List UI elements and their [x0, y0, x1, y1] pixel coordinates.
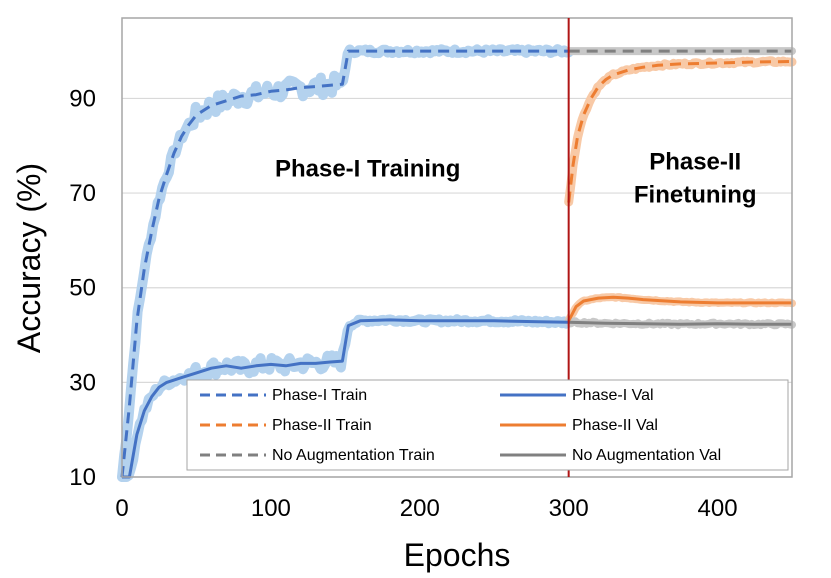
annotation-finetuning: Finetuning	[634, 182, 757, 209]
legend-label-noaug-train: No Augmentation Train	[272, 447, 435, 464]
line-no-augmentation-val	[568, 320, 792, 326]
series-lines	[120, 49, 793, 479]
legend-label-phase1-train: Phase-I Train	[272, 387, 367, 404]
x-tick-label: 100	[251, 495, 291, 522]
x-tick-labels: 0 100 200 300 400	[115, 495, 737, 522]
line-phase-ii-train	[567, 60, 793, 203]
y-tick-labels: 10 30 50 70 90	[69, 85, 96, 491]
legend-label-phase2-val: Phase-II Val	[572, 417, 658, 434]
y-tick-label: 50	[69, 275, 96, 302]
x-tick-label: 400	[698, 495, 738, 522]
y-tick-label: 70	[69, 180, 96, 207]
plot-frame	[121, 17, 793, 478]
legend-label-phase2-train: Phase-II Train	[272, 417, 372, 434]
y-axis-title: Accuracy (%)	[11, 163, 47, 353]
annotation-phase2: Phase-II	[649, 148, 741, 175]
y-tick-label: 30	[69, 369, 96, 396]
line-phase-i-val	[122, 318, 569, 479]
line-phase-ii-val	[567, 295, 792, 322]
x-tick-label: 200	[400, 495, 440, 522]
legend-label-phase1-val: Phase-I Val	[572, 387, 654, 404]
annotation-phase1-training: Phase-I Training	[275, 156, 460, 183]
y-tick-label: 90	[69, 85, 96, 112]
x-tick-label: 0	[115, 495, 128, 522]
legend-box	[186, 379, 789, 471]
legend-label-noaug-val: No Augmentation Val	[572, 447, 721, 464]
line-phase-i-train	[120, 49, 569, 478]
x-tick-label: 300	[549, 495, 589, 522]
legend: Phase-I Train Phase-I Val Phase-II Train…	[186, 379, 789, 471]
x-axis-title: Epochs	[404, 537, 511, 573]
y-tick-label: 10	[69, 464, 96, 491]
